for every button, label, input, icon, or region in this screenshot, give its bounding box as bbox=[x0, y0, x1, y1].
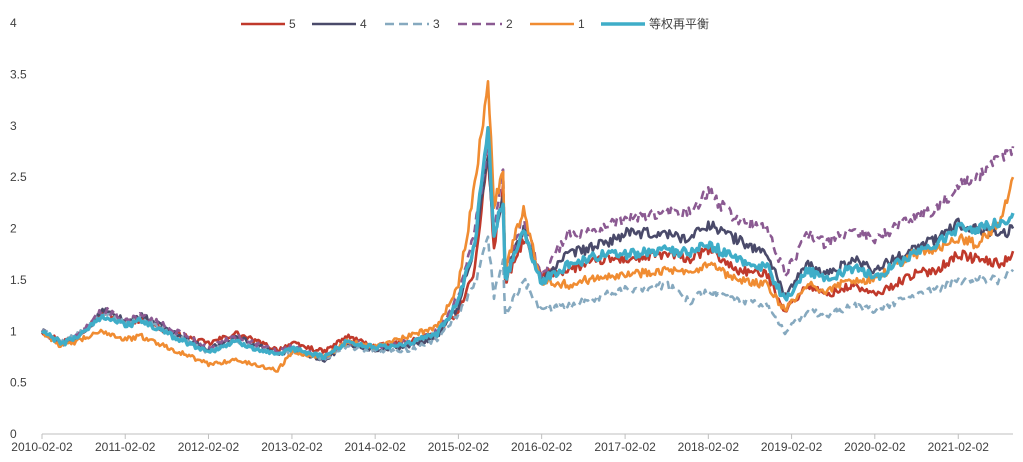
legend-label: 4 bbox=[360, 17, 367, 31]
legend-label: 2 bbox=[506, 17, 513, 31]
x-tick-label: 2010-02-02 bbox=[11, 440, 73, 454]
series-layer bbox=[40, 80, 1015, 373]
legend-item-5: 等权再平衡 bbox=[601, 17, 709, 31]
x-tick-label: 2015-02-02 bbox=[428, 440, 490, 454]
y-tick-label: 0.5 bbox=[10, 376, 27, 390]
legend-item-1: 4 bbox=[312, 17, 367, 31]
y-tick-label: 3.5 bbox=[10, 67, 27, 81]
legend: 5 4 3 2 1 等权再平衡 bbox=[241, 17, 709, 31]
legend-item-3: 2 bbox=[458, 17, 513, 31]
legend-item-0: 5 bbox=[241, 17, 296, 31]
x-tick-label: 2016-02-02 bbox=[511, 440, 573, 454]
legend-label: 等权再平衡 bbox=[649, 17, 709, 31]
x-tick-label: 2017-02-02 bbox=[594, 440, 656, 454]
y-tick-label: 0 bbox=[10, 427, 17, 441]
legend-item-2: 3 bbox=[385, 17, 440, 31]
series-line-0 bbox=[40, 154, 1015, 355]
legend-label: 3 bbox=[433, 17, 440, 31]
x-tick-label: 2021-02-02 bbox=[928, 440, 990, 454]
x-tick-label: 2019-02-02 bbox=[761, 440, 823, 454]
x-tick-label: 2014-02-02 bbox=[344, 440, 406, 454]
x-tick-label: 2020-02-02 bbox=[844, 440, 906, 454]
x-tick-label: 2012-02-02 bbox=[178, 440, 240, 454]
y-tick-label: 1.5 bbox=[10, 273, 27, 287]
y-tick-label: 4 bbox=[10, 16, 17, 30]
y-axis: 0 0.5 1 1.5 2 2.5 3 3.5 4 bbox=[10, 16, 27, 441]
series-line-1 bbox=[40, 155, 1015, 363]
legend-label: 1 bbox=[578, 17, 585, 31]
y-tick-label: 3 bbox=[10, 119, 17, 133]
legend-item-4: 1 bbox=[530, 17, 585, 31]
legend-label: 5 bbox=[289, 17, 296, 31]
x-tick-label: 2013-02-02 bbox=[261, 440, 323, 454]
series-line-4 bbox=[41, 80, 1015, 373]
x-axis: 2010-02-02 2011-02-02 2012-02-02 2013-02-02… bbox=[11, 433, 1013, 454]
series-line-5 bbox=[40, 125, 1015, 361]
y-tick-label: 2.5 bbox=[10, 170, 27, 184]
y-tick-label: 2 bbox=[10, 222, 17, 236]
y-tick-label: 1 bbox=[10, 324, 17, 338]
series-line-3 bbox=[41, 138, 1015, 360]
x-tick-label: 2011-02-02 bbox=[95, 440, 156, 454]
x-tick-label: 2018-02-02 bbox=[678, 440, 740, 454]
